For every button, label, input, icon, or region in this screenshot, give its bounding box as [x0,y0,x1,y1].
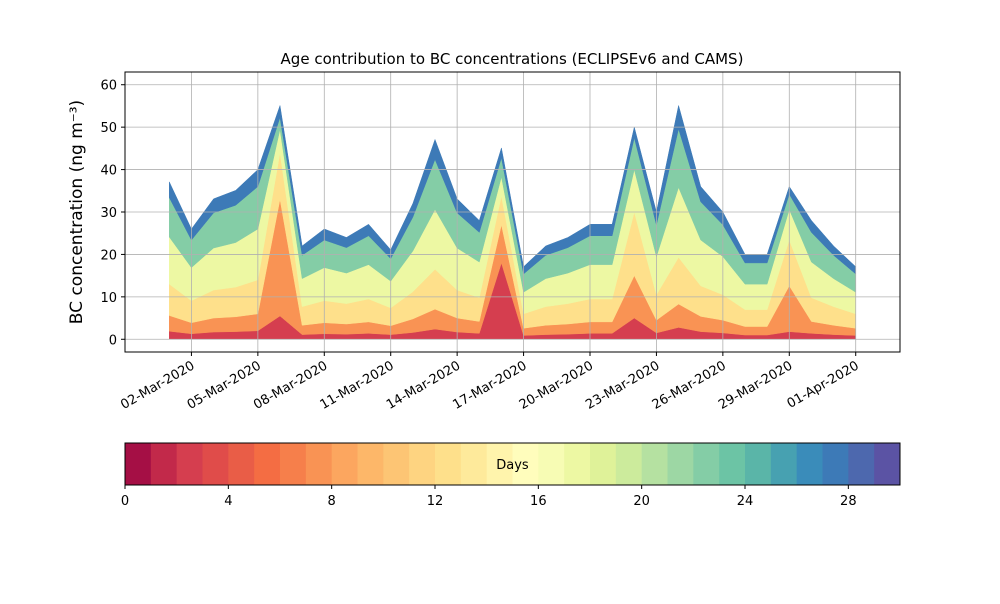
colorbar-cell [486,443,513,485]
colorbar-cell [848,443,875,485]
x-tick-label: 23-Mar-2020 [583,358,662,412]
chart-title: Age contribution to BC concentrations (E… [281,50,744,68]
colorbar-tick-label: 28 [840,494,857,509]
colorbar-cell [538,443,565,485]
colorbar-cell [409,443,436,485]
y-tick-label: 30 [100,206,117,221]
colorbar-cell [176,443,203,485]
colorbar-cell [874,443,901,485]
colorbar-cell [667,443,694,485]
x-tick-label: 11-Mar-2020 [318,358,397,412]
x-tick-label: 02-Mar-2020 [118,358,197,412]
x-tick-label: 17-Mar-2020 [450,358,529,412]
y-tick-label: 20 [100,248,117,263]
colorbar-cell [280,443,307,485]
y-tick-label: 10 [100,291,117,306]
y-axis-label: BC concentration (ng m⁻³) [67,100,87,324]
colorbar-cell [693,443,720,485]
colorbar-tick-label: 4 [224,494,232,509]
colorbar-cell [745,443,772,485]
colorbar-frame [124,442,901,486]
colorbar-cell [615,443,643,485]
y-tick-label: 50 [100,121,117,136]
x-tick-label: 20-Mar-2020 [517,358,596,412]
colorbar-cell [770,443,798,485]
colorbar-cell [202,443,229,485]
x-tick-label: 08-Mar-2020 [251,358,330,412]
x-tick-label: 29-Mar-2020 [716,358,795,412]
colorbar-cell [590,443,617,485]
colorbar-cell [719,443,746,485]
colorbar-tick-label: 0 [121,494,129,509]
x-tick-label: 26-Mar-2020 [650,358,729,412]
colorbar-cell [150,443,178,485]
colorbar-cell [460,443,488,485]
colorbar-cell [357,443,384,485]
colorbar-cell [435,443,462,485]
colorbar-cell [796,443,823,485]
colorbar-cell [822,443,849,485]
colorbar-label: Days [496,458,529,473]
x-tick-label: 05-Mar-2020 [185,358,264,412]
colorbar-cell [564,443,591,485]
plot-frame [124,71,901,353]
x-tick-label: 01-Apr-2020 [785,358,862,411]
colorbar-cell [641,443,668,485]
y-tick-label: 40 [100,164,117,179]
colorbar-tick-label: 20 [633,494,650,509]
colorbar-cell [254,443,281,485]
colorbar-tick-label: 24 [737,494,754,509]
colorbar-cell [331,443,358,485]
colorbar-cell [383,443,410,485]
colorbar-tick-label: 12 [427,494,444,509]
colorbar-tick-label: 8 [328,494,336,509]
colorbar-tick-label: 16 [530,494,547,509]
colorbar-cell [512,443,539,485]
y-tick-label: 60 [100,79,117,94]
x-tick-label: 14-Mar-2020 [384,358,463,412]
colorbar-cell [228,443,255,485]
colorbar-cell [305,443,333,485]
colorbar-cell [125,443,152,485]
y-tick-label: 0 [109,333,117,348]
